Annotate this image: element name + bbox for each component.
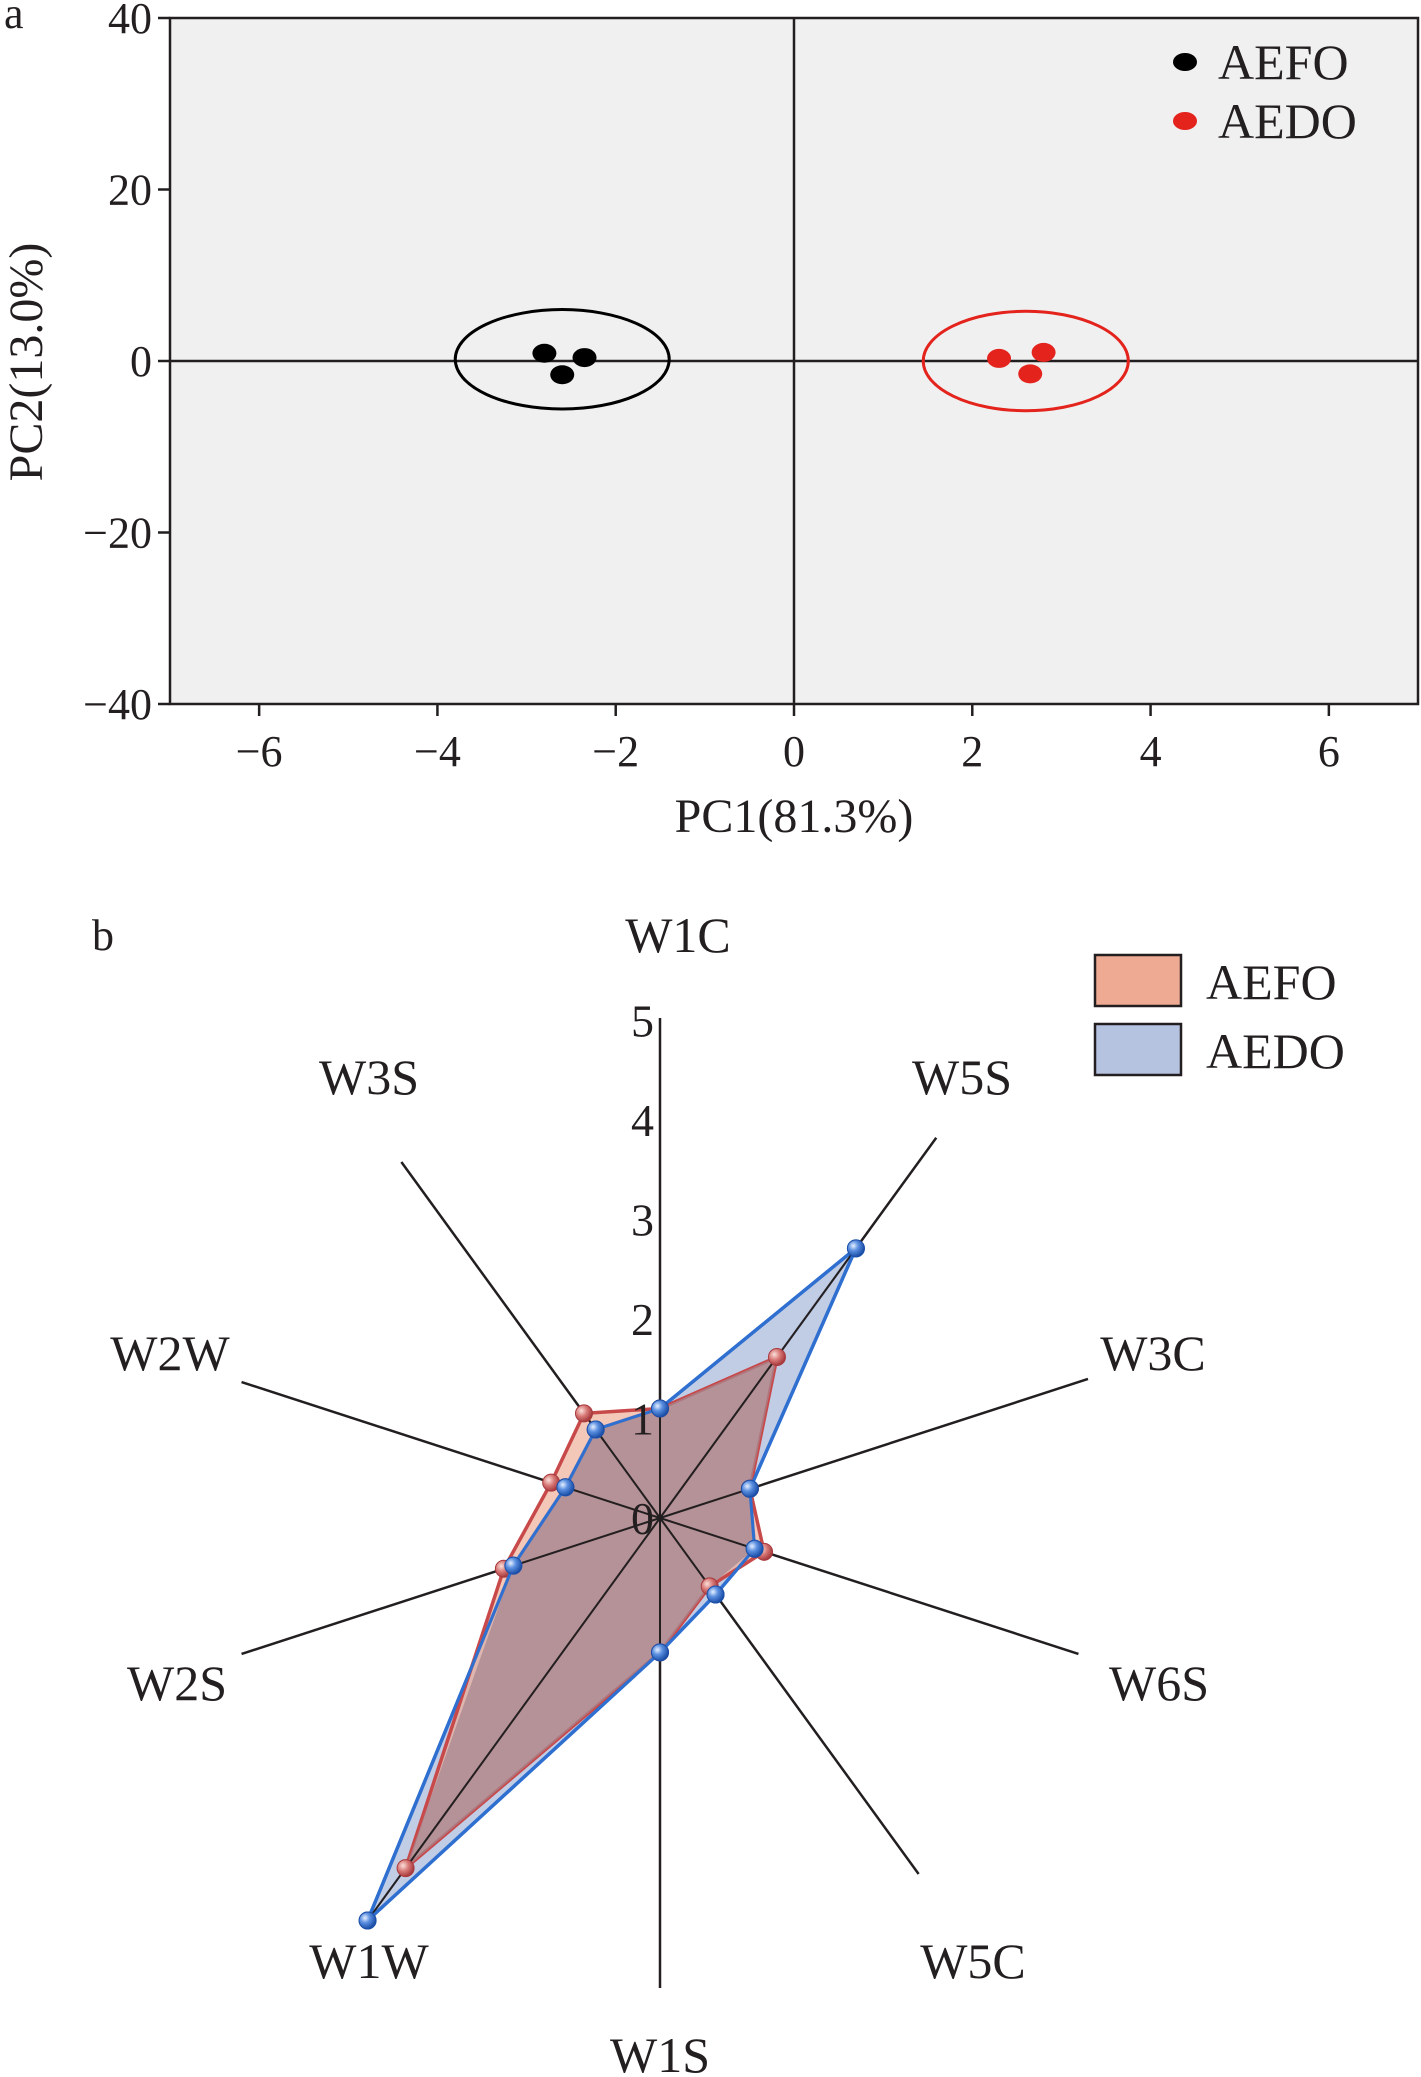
legend: AEFO AEDO: [1093, 953, 1345, 1079]
axis-label-w1w: W1W: [309, 1933, 429, 1989]
marker-aedo: [745, 1539, 764, 1558]
x-tick-label: 6: [1318, 727, 1340, 776]
marker-aedo: [358, 1911, 377, 1930]
zero-lines: [170, 18, 1418, 704]
legend-marker-aedo: [1173, 112, 1197, 130]
marker-aedo: [586, 1420, 605, 1439]
legend-label-aefo: AEFO: [1206, 954, 1337, 1010]
inner-spoke: [503, 1517, 661, 1570]
y-tick-label: 40: [108, 0, 152, 43]
point-aefo: [532, 343, 557, 363]
point-aedo: [987, 348, 1012, 368]
y-tick-label: −20: [83, 509, 152, 558]
marker-aefo: [574, 1404, 593, 1423]
legend: AEFO AEDO: [1173, 34, 1357, 149]
axis-label-w6s: W6S: [1109, 1655, 1209, 1711]
data-points: [532, 342, 1056, 385]
axis-label-w2s: W2S: [127, 1655, 227, 1711]
legend-marker-aefo: [1173, 53, 1197, 71]
axis-label-w3s: W3S: [319, 1049, 419, 1105]
panel-a-letter: a: [4, 0, 24, 38]
radar-scale-label: 1: [631, 1394, 654, 1445]
axis-label-w2w: W2W: [110, 1325, 230, 1381]
marker-aefo: [767, 1348, 786, 1367]
radar-axis-labels: W1C W5S W3C W6S W5C W1S W1W W2S W2W W3S: [110, 907, 1209, 2077]
point-aedo: [1031, 342, 1056, 362]
radar-scale-label: 3: [631, 1195, 654, 1246]
y-tick-label: 20: [108, 166, 152, 215]
inner-spoke: [366, 1517, 661, 1922]
marker-aefo: [396, 1859, 415, 1878]
inner-spoke: [659, 1247, 857, 1519]
confidence-ellipse-aedo: [921, 309, 1130, 413]
radar-scale-label: 5: [631, 996, 654, 1047]
radar-scale-labels: 0 1 2 3 4 5: [631, 996, 654, 1545]
y-tick-label: −40: [83, 680, 152, 729]
marker-aedo: [504, 1556, 523, 1575]
radar-scale-label: 0: [631, 1493, 654, 1544]
marker-aedo: [556, 1478, 575, 1497]
x-tick-label: 2: [961, 727, 983, 776]
legend-swatch-aedo: [1093, 1022, 1183, 1077]
radar-scale-label: 2: [631, 1294, 654, 1345]
legend-label-aedo: AEDO: [1206, 1023, 1345, 1079]
axis-label-w5s: W5S: [912, 1049, 1012, 1105]
point-aefo: [572, 348, 597, 368]
marker-aedo: [706, 1585, 725, 1604]
x-tick-label: −6: [236, 727, 283, 776]
axis-ticks: [158, 16, 1331, 716]
axis-label-w1s: W1S: [610, 2027, 710, 2077]
x-axis-title: PC1(81.3%): [675, 790, 914, 843]
marker-aedo: [651, 1643, 669, 1662]
confidence-ellipses: [453, 308, 1130, 413]
x-tick-label: 4: [1140, 727, 1162, 776]
x-tick-label: −4: [414, 727, 461, 776]
x-tick-label: −2: [592, 727, 639, 776]
axis-label-w3c: W3C: [1100, 1325, 1206, 1381]
radar-areas: [358, 1239, 865, 1930]
legend-label-aefo: AEFO: [1218, 34, 1349, 90]
legend-swatch-aefo: [1093, 953, 1183, 1008]
panel-b-letter: b: [92, 911, 114, 960]
confidence-ellipse-aefo: [453, 308, 671, 411]
marker-aedo: [651, 1399, 669, 1418]
legend-label-aedo: AEDO: [1218, 93, 1357, 149]
y-axis-title: PC2(13.0%): [0, 243, 53, 482]
x-tick-label: 0: [783, 727, 805, 776]
axis-label-w1c: W1C: [625, 907, 731, 963]
marker-aedo: [740, 1479, 759, 1498]
marker-aedo: [846, 1239, 865, 1258]
radar-scale-label: 4: [631, 1095, 654, 1146]
point-aefo: [550, 365, 575, 385]
inner-spoke: [659, 1487, 751, 1519]
axis-label-w5c: W5C: [920, 1933, 1026, 1989]
point-aedo: [1018, 364, 1043, 384]
y-tick-label: 0: [130, 337, 152, 386]
